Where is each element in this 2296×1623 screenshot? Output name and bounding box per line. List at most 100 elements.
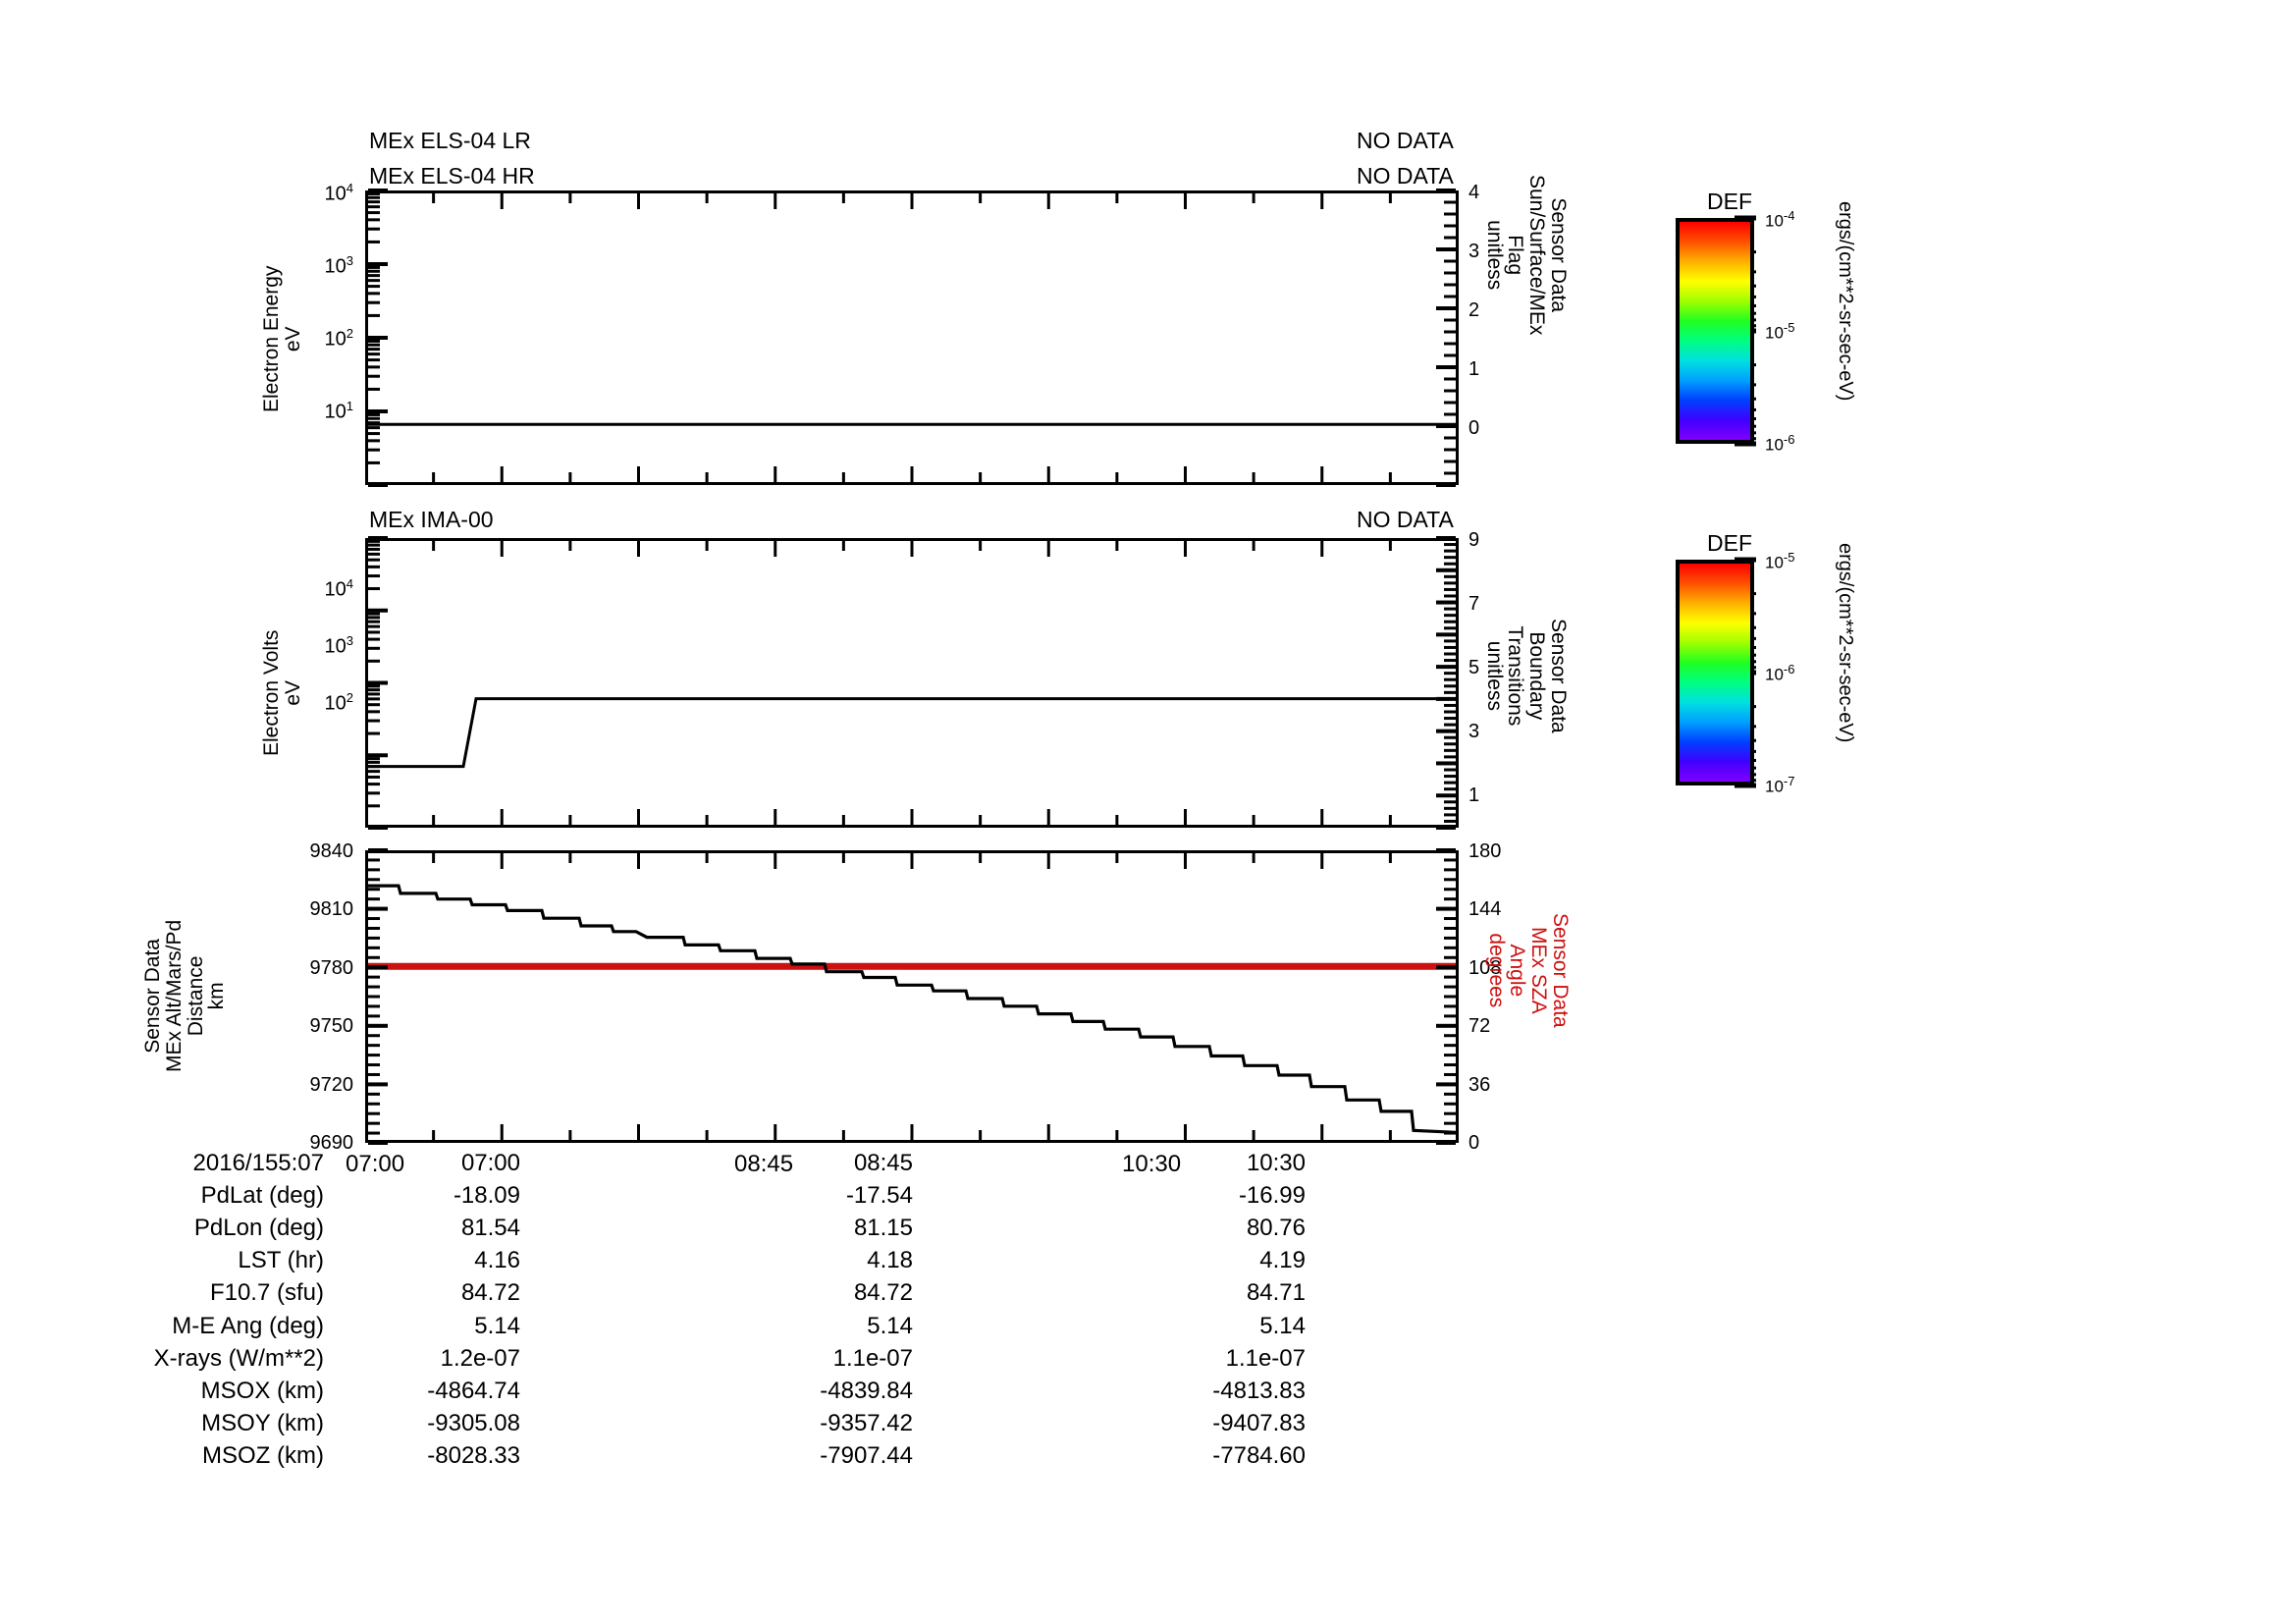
table-cell-value: -16.99 (1238, 1182, 1306, 1210)
panel-els-plot-box (365, 190, 1459, 485)
panel-ima-nodata: NO DATA (1357, 507, 1454, 532)
colorbar-ima-unit: ergs/(cm**2-sr-sec-eV) (1835, 543, 1856, 742)
table-cell-value: 1.2e-07 (440, 1344, 520, 1372)
cbar0-mid: 10 (1765, 323, 1784, 343)
table-cell-value: 08:45 (853, 1150, 913, 1176)
xlab-1030: 10:30 (1122, 1151, 1182, 1177)
cbar1-top: 10 (1765, 553, 1784, 572)
cbar0-top: 10 (1765, 211, 1784, 231)
cbar1-top-exp: -5 (1783, 550, 1795, 565)
table-cell-spacer (520, 1276, 717, 1309)
panel-els-nodata-hr: NO DATA (1357, 163, 1454, 189)
cbar0-top-exp: -4 (1783, 208, 1795, 223)
els-yr-4: 4 (1468, 182, 1480, 203)
table-row: X-rays (W/m**2) 1.2e-07 1.1e-07 1.1e-07 (0, 1342, 1306, 1375)
ima-yr-1: 1 (1468, 784, 1480, 806)
table-row-label: LST (hr) (238, 1247, 324, 1274)
panel-ima-header: MEx IMA-00 (369, 507, 494, 532)
table-row-label: M-E Ang (deg) (172, 1312, 324, 1339)
table-cell-value: 80.76 (1246, 1215, 1306, 1242)
table-cell-value: 10:30 (1246, 1150, 1306, 1176)
panel-ima-plot-svg (368, 697, 1456, 769)
alt-yr-0: 0 (1468, 1132, 1480, 1154)
table-row-label: MSOY (km) (201, 1409, 324, 1436)
alt-ylab-9780: 9780 (309, 957, 354, 979)
ima-yr-9: 9 (1468, 529, 1480, 551)
table-cell-value: 1.1e-07 (1225, 1344, 1306, 1372)
table-cell-spacer (520, 1375, 717, 1407)
table-row: M-E Ang (deg) 5.14 5.14 5.14 (0, 1310, 1306, 1342)
panel-alt-plot-box (365, 850, 1459, 1143)
table-cell-value: 84.72 (853, 1279, 913, 1307)
table-cell-spacer (913, 1407, 1109, 1439)
table-row-label: MSOX (km) (200, 1377, 324, 1404)
table-cell-spacer (520, 1439, 717, 1472)
alt-yr-72: 72 (1468, 1015, 1491, 1037)
colorbar-els-frame (1676, 218, 1754, 444)
table-row: PdLon (deg) 81.54 81.15 80.76 (0, 1212, 1306, 1244)
cbar0-mid-exp: -5 (1783, 320, 1795, 335)
table-cell-value: -4839.84 (820, 1377, 913, 1404)
table-cell-spacer (520, 1179, 717, 1212)
table-cell-value: -9357.42 (820, 1409, 913, 1436)
table-cell-spacer (913, 1147, 1109, 1179)
table-cell-value: -17.54 (845, 1182, 913, 1210)
ima-yr-7: 7 (1468, 593, 1480, 615)
panel-els-nodata-lr: NO DATA (1357, 128, 1454, 153)
table-cell-value: -4813.83 (1212, 1377, 1306, 1404)
table-cell-value: 5.14 (1259, 1312, 1306, 1339)
ima-yr-5: 5 (1468, 657, 1480, 678)
table-row: F10.7 (sfu) 84.72 84.72 84.71 (0, 1276, 1306, 1309)
table-row-label: 2016/155:07 (192, 1150, 324, 1176)
table-row-label: F10.7 (sfu) (209, 1279, 324, 1307)
alt-ylab-9750: 9750 (309, 1015, 354, 1037)
table-cell-value: 5.14 (474, 1312, 520, 1339)
table-row: MSOZ (km) -8028.33 -7907.44 -7784.60 (0, 1439, 1306, 1472)
cbar1-bot-exp: -7 (1783, 774, 1795, 788)
cbar0-bot-exp: -6 (1783, 432, 1795, 447)
table-cell-value: 4.16 (474, 1247, 520, 1274)
panel-alt-altitude-trace (368, 884, 1456, 1134)
els-yr-3: 3 (1468, 241, 1480, 262)
table-cell-value: 4.19 (1259, 1247, 1306, 1274)
ima-yexp-2: 2 (346, 690, 353, 705)
table-cell-value: 81.15 (853, 1215, 913, 1242)
ima-ylab-4: 10 (324, 578, 347, 601)
parameter-table: 2016/155:07 07:00 08:45 10:30 PdLat (deg) -18… (0, 1147, 1374, 1472)
table-cell-value: -7784.60 (1212, 1441, 1306, 1469)
table-cell-value: 5.14 (867, 1312, 913, 1339)
alt-ylab-9810: 9810 (309, 898, 354, 920)
colorbar-els-title: DEF (1707, 189, 1752, 214)
els-yexp-3: 3 (346, 253, 353, 268)
table-cell-value: -18.09 (453, 1182, 520, 1210)
alt-yr-36: 36 (1468, 1074, 1491, 1096)
els-ylab-3: 10 (324, 255, 347, 278)
table-row: MSOY (km) -9305.08 -9357.42 -9407.83 (0, 1407, 1306, 1439)
table-cell-spacer (913, 1276, 1109, 1309)
els-yexp-4: 4 (346, 181, 353, 195)
table-row-label: X-rays (W/m**2) (153, 1344, 324, 1372)
table-cell-spacer (520, 1212, 717, 1244)
table-cell-spacer (913, 1244, 1109, 1276)
els-yr-0: 0 (1468, 417, 1480, 439)
panel-els-header-hr: MEx ELS-04 HR (369, 163, 535, 189)
alt-ylab-9840: 9840 (309, 840, 354, 862)
cbar1-bot: 10 (1765, 777, 1784, 796)
xlab-0845: 08:45 (734, 1151, 794, 1177)
table-row: 2016/155:07 07:00 08:45 10:30 (0, 1147, 1306, 1179)
table-cell-spacer (520, 1407, 717, 1439)
alt-ylab-9720: 9720 (309, 1074, 354, 1096)
els-ylab-1: 10 (324, 401, 347, 423)
ima-yexp-3: 3 (346, 633, 353, 648)
cbar0-bot: 10 (1765, 435, 1784, 455)
panel-els-header-lr: MEx ELS-04 LR (369, 128, 531, 153)
table-cell-spacer (520, 1147, 717, 1179)
table-cell-value: -8028.33 (427, 1441, 520, 1469)
table-cell-spacer (520, 1244, 717, 1276)
table-cell-value: -7907.44 (820, 1441, 913, 1469)
table-cell-value: 84.72 (460, 1279, 520, 1307)
table-cell-spacer (913, 1342, 1109, 1375)
cbar1-mid: 10 (1765, 665, 1784, 684)
table-cell-spacer (520, 1310, 717, 1342)
table-row-label: MSOZ (km) (202, 1441, 324, 1469)
